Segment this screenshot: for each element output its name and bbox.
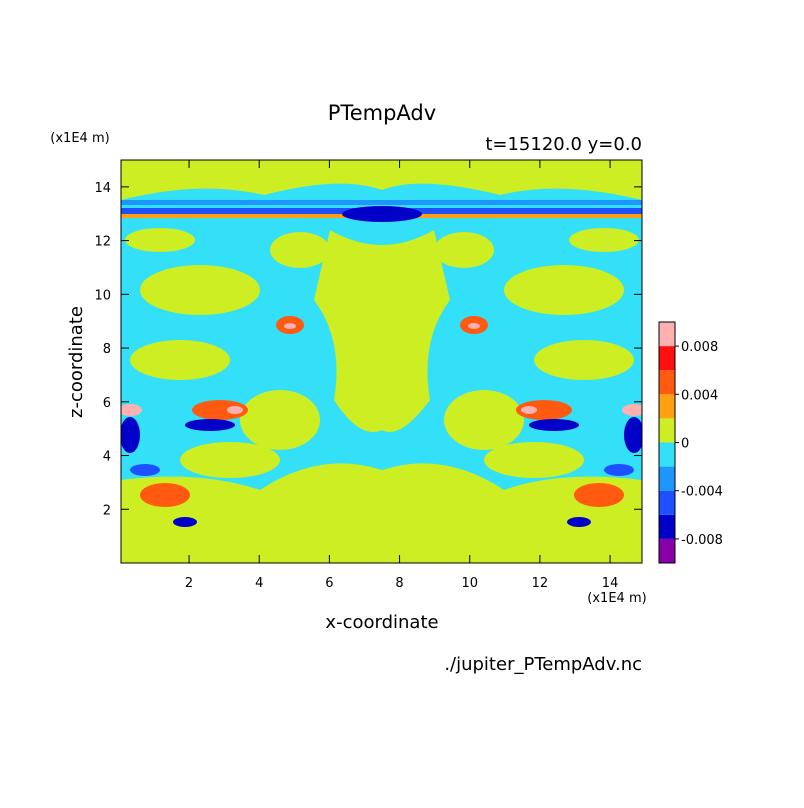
x-tick-label: 4: [255, 576, 263, 591]
x-tick-label: 2: [185, 576, 193, 591]
y-tick-label: 8: [103, 342, 111, 357]
colorbar-band: [659, 322, 675, 347]
colorbar-tick-label: -0.004: [681, 485, 723, 500]
y-tick-label: 4: [103, 450, 111, 465]
x-tick-label: 14: [602, 576, 619, 591]
colorbar-band: [659, 514, 675, 539]
x-tick-label: 12: [532, 576, 549, 591]
colorbar-band: [659, 394, 675, 419]
colorbar-band: [659, 370, 675, 395]
y-tick-label: 6: [103, 396, 111, 411]
x-tick-label: 8: [395, 576, 403, 591]
contour-field: [121, 160, 642, 563]
colorbar-tick-label: 0: [681, 437, 689, 452]
colorbar-band: [659, 418, 675, 443]
y-tick-label: 12: [94, 235, 111, 250]
colorbar-band: [659, 490, 675, 515]
y-tick-label: 14: [94, 181, 111, 196]
source-label: ./jupiter_PTempAdv.nc: [444, 654, 642, 675]
plot-frame: [120, 159, 643, 564]
colorbar-band: [659, 442, 675, 467]
colorbar-tick-label: 0.008: [681, 340, 718, 355]
x-axis-label: x-coordinate: [325, 612, 438, 633]
y-tick-label: 10: [94, 288, 111, 303]
y-tick-label: 2: [103, 503, 111, 518]
subtitle: t=15120.0 y=0.0: [485, 134, 642, 155]
x-tick-label: 6: [325, 576, 333, 591]
colorbar-tick-label: 0.004: [681, 388, 718, 403]
y-unit: (x1E4 m): [50, 131, 109, 146]
colorbar-band: [659, 538, 675, 563]
colorbar-band: [659, 346, 675, 371]
chart-title: PTempAdv: [328, 101, 436, 125]
y-axis-label: z-coordinate: [66, 306, 87, 418]
colorbar-tick-label: -0.008: [681, 533, 723, 548]
x-tick-label: 10: [461, 576, 478, 591]
colorbar-band: [659, 466, 675, 491]
x-unit: (x1E4 m): [587, 591, 646, 606]
